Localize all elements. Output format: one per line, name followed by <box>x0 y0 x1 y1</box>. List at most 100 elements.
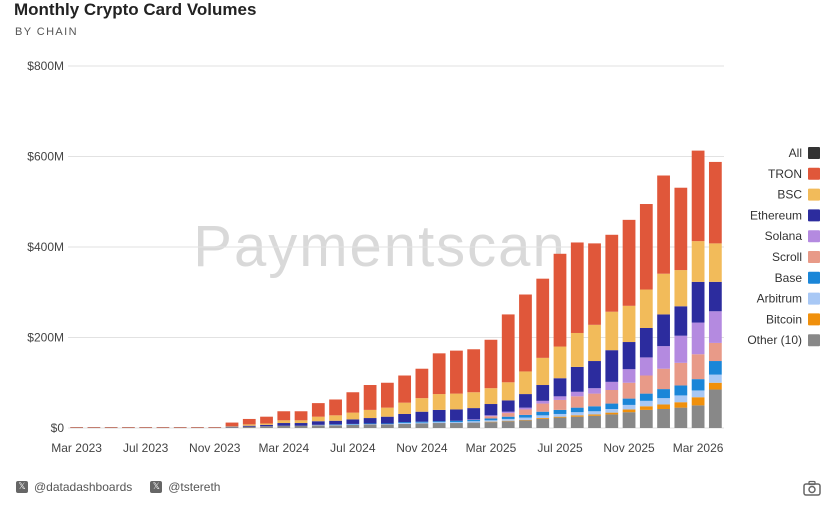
bar-segment <box>501 421 515 428</box>
legend-label: Solana <box>765 229 803 243</box>
bar-segment <box>622 382 636 399</box>
bar-segment <box>674 187 688 271</box>
bar-segment <box>536 385 550 401</box>
bar-segment <box>450 393 463 410</box>
bar-segment <box>363 418 377 424</box>
bar-segment <box>519 419 532 421</box>
bar-segment <box>242 418 256 425</box>
bar-segment <box>122 427 135 429</box>
bar-segment <box>553 416 567 418</box>
y-tick-label: $800M <box>27 59 64 73</box>
bar-segment <box>450 409 463 421</box>
bar-segment <box>605 408 619 413</box>
bar-segment <box>329 424 342 426</box>
bar-segment <box>484 404 498 416</box>
footer-handle-1[interactable]: @datadashboards <box>34 480 133 494</box>
bar-segment <box>450 422 463 424</box>
bar-segment <box>657 389 670 399</box>
bar-segment <box>398 423 412 424</box>
bar-segment <box>553 417 567 428</box>
bar-segment <box>87 427 101 428</box>
bar-segment <box>708 281 722 312</box>
bar-segment <box>467 421 481 423</box>
x-logo-icon: 𝕏 <box>16 481 28 493</box>
bar-segment <box>501 411 515 414</box>
bar-segment <box>363 385 377 410</box>
bar-segment <box>553 413 567 417</box>
bar-segment <box>519 294 532 372</box>
bar-segment <box>639 400 653 407</box>
bar-segment <box>484 415 498 417</box>
bar-segment <box>501 314 515 383</box>
footer-handle-2[interactable]: @tstereth <box>168 480 221 494</box>
bar-segment <box>346 424 360 428</box>
bar-segment <box>708 361 722 375</box>
bar-segment <box>639 375 653 394</box>
bar-segment <box>622 412 636 428</box>
bar-segment <box>553 396 567 400</box>
bar-segment <box>484 388 498 405</box>
bar-segment <box>691 379 705 391</box>
bar-segment <box>398 413 412 423</box>
bar-segment <box>639 357 653 376</box>
bar-segment <box>398 423 412 428</box>
bar-segment <box>329 424 342 425</box>
bar-segment <box>484 421 498 423</box>
y-tick-label: $200M <box>27 331 64 345</box>
bar-segment <box>467 422 481 428</box>
bar-segment <box>277 420 291 424</box>
bar-segment <box>156 427 170 429</box>
bar-segment <box>674 362 688 386</box>
legend-swatch <box>808 209 820 222</box>
legend-swatch <box>808 230 820 243</box>
bar-segment <box>346 412 360 420</box>
bar-segment <box>622 305 636 343</box>
bar-segment <box>467 419 481 422</box>
bar-segment <box>225 422 239 427</box>
bar-segment <box>311 424 325 426</box>
bar-segment <box>415 423 429 428</box>
legend-label: All <box>789 146 802 160</box>
bar-segment <box>191 427 204 428</box>
bar-segment <box>657 273 670 315</box>
bar-segment <box>674 335 688 363</box>
bar-segment <box>450 420 463 423</box>
bar-segment <box>691 281 705 323</box>
bar-segment <box>398 375 412 403</box>
bar-segment <box>467 408 481 420</box>
bar-segment <box>657 346 670 369</box>
bar-segment <box>570 416 584 428</box>
bar-segment <box>570 415 584 417</box>
bar-segment <box>674 402 688 408</box>
bar-segment <box>588 388 601 394</box>
legend-label: Ethereum <box>750 208 802 222</box>
bar-segment <box>553 409 567 414</box>
bar-segment <box>605 311 619 351</box>
legend-label: Arbitrum <box>757 292 802 306</box>
bar-segment <box>242 426 256 428</box>
bar-segment <box>639 393 653 401</box>
bar-segment <box>363 423 377 425</box>
bar-segment <box>622 404 636 410</box>
bar-segment <box>605 234 619 312</box>
bar-segment <box>691 354 705 380</box>
bar-segment <box>173 427 187 429</box>
x-tick-label: Jul 2023 <box>123 441 169 455</box>
bar-segment <box>242 424 256 426</box>
legend-swatch <box>808 313 820 326</box>
x-tick-label: Mar 2026 <box>673 441 724 455</box>
legend-swatch <box>808 334 820 347</box>
bar-segment <box>363 423 377 424</box>
bar-segment <box>346 423 360 425</box>
bar-segment <box>432 409 446 422</box>
bar-segment <box>536 278 550 358</box>
bar-segment <box>380 407 394 417</box>
legend-swatch <box>808 167 820 180</box>
legend-label: BSC <box>777 188 802 202</box>
bar-segment <box>415 421 429 423</box>
x-tick-label: Jul 2024 <box>330 441 376 455</box>
bar-segment <box>415 398 429 412</box>
bar-segment <box>553 399 567 410</box>
camera-icon[interactable] <box>803 480 821 496</box>
bar-segment <box>242 425 256 427</box>
